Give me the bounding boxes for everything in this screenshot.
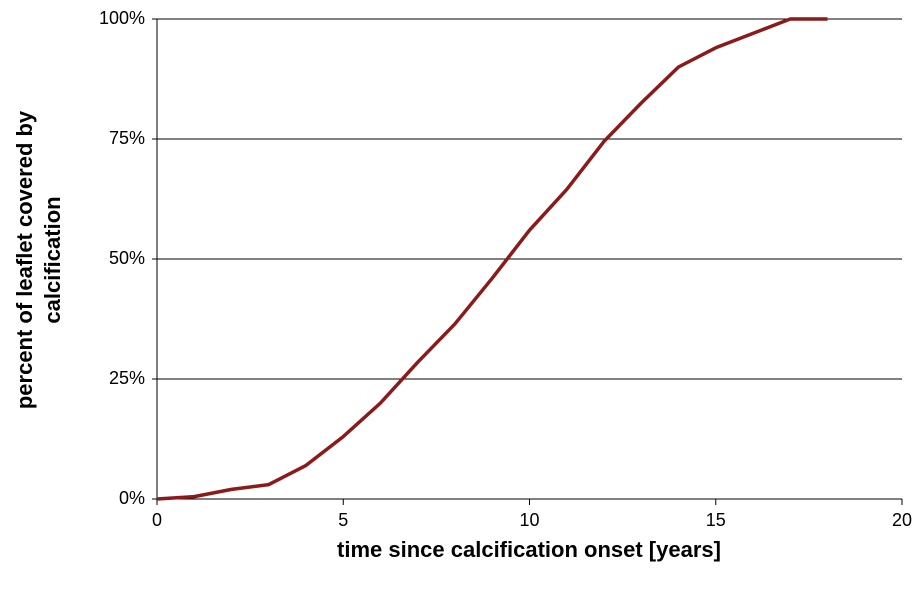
y-tick-label: 100% bbox=[99, 8, 145, 28]
y-tick-label: 50% bbox=[109, 248, 145, 268]
y-tick-label: 75% bbox=[109, 128, 145, 148]
y-tick-label: 25% bbox=[109, 368, 145, 388]
y-axis-title-line: percent of leaflet covered by bbox=[12, 110, 37, 409]
x-tick-label: 5 bbox=[338, 510, 348, 530]
x-axis-title: time since calcification onset [years] bbox=[337, 537, 721, 562]
x-tick-label: 0 bbox=[152, 510, 162, 530]
x-tick-label: 10 bbox=[519, 510, 539, 530]
x-tick-label: 20 bbox=[892, 510, 912, 530]
y-tick-label: 0% bbox=[119, 488, 145, 508]
data-line bbox=[156, 17, 828, 501]
y-axis-title-line: calcification bbox=[40, 196, 65, 323]
x-tick-label: 15 bbox=[706, 510, 726, 530]
y-axis-title: percent of leaflet covered by calcificat… bbox=[12, 110, 65, 409]
